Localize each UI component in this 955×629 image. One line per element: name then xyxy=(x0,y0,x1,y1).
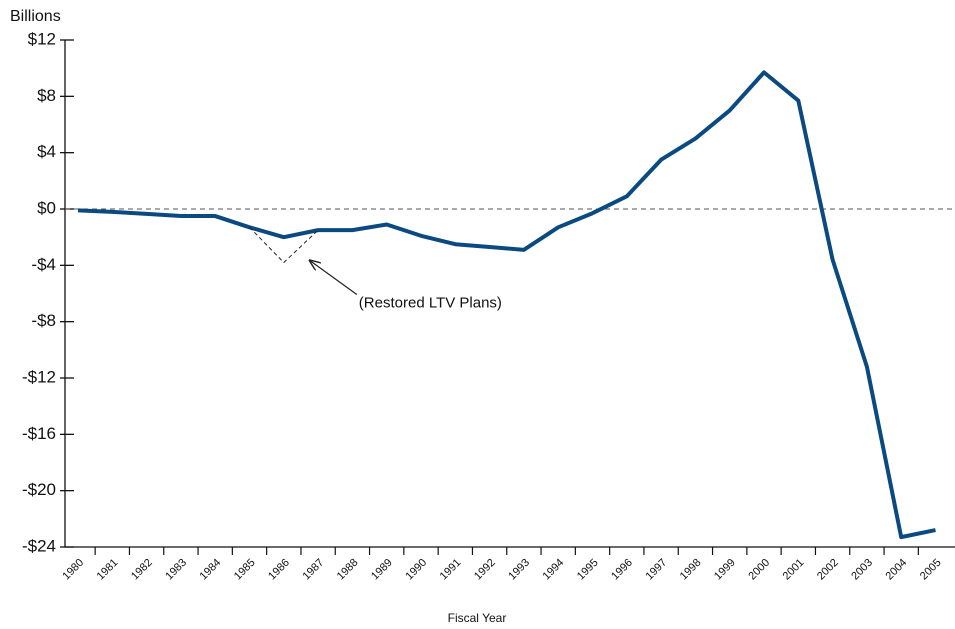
x-tick-label: 1987 xyxy=(300,557,326,583)
y-tick-label: -$8 xyxy=(31,311,56,330)
series-line xyxy=(77,70,936,540)
y-tick-label: -$20 xyxy=(22,480,56,499)
annotation-arrow xyxy=(310,261,358,296)
x-tick-label: 1999 xyxy=(712,557,738,583)
y-tick-label: $8 xyxy=(37,86,56,105)
x-tick-label: 1998 xyxy=(678,557,704,583)
y-tick-label: $12 xyxy=(28,29,56,48)
x-tick-label: 1980 xyxy=(60,557,86,583)
x-tick-label: 1989 xyxy=(369,557,395,583)
x-tick-label: 1985 xyxy=(232,557,258,583)
x-tick-label: 2002 xyxy=(815,557,841,583)
x-tick-label: 1992 xyxy=(472,557,498,583)
x-tick-label: 1986 xyxy=(266,557,292,583)
x-tick-label: 1988 xyxy=(335,557,361,583)
x-tick-label: 2004 xyxy=(884,557,910,583)
y-tick-label: -$4 xyxy=(31,255,56,274)
y-tick-label: -$12 xyxy=(22,367,56,386)
y-axis-label: Billions xyxy=(10,8,61,25)
x-tick-label: 1983 xyxy=(163,557,189,583)
x-tick-label: 1994 xyxy=(541,557,567,583)
annotation: (Restored LTV Plans) xyxy=(359,294,502,311)
x-tick-label: 1982 xyxy=(129,557,155,583)
x-tick-label: 2005 xyxy=(918,557,944,583)
x-tick-label: 1984 xyxy=(198,557,224,583)
x-tick-label: 1996 xyxy=(609,557,635,583)
x-tick-label: 2001 xyxy=(781,557,807,583)
y-tick-label: $0 xyxy=(37,198,56,217)
x-tick-label: 1991 xyxy=(438,557,464,583)
x-tick-label: 1997 xyxy=(643,557,669,583)
y-tick-label: -$24 xyxy=(22,536,56,555)
ltv-line xyxy=(249,226,319,264)
x-tick-label: 1990 xyxy=(403,557,429,583)
x-tick-label: 2000 xyxy=(746,557,772,583)
x-tick-label: 1981 xyxy=(95,557,121,583)
y-tick-label: $4 xyxy=(37,142,56,161)
x-tick-label: 2003 xyxy=(849,557,875,583)
x-axis-label: Fiscal Year xyxy=(448,611,507,625)
x-tick-label: 1995 xyxy=(575,557,601,583)
y-tick-label: -$16 xyxy=(22,424,56,443)
x-tick-label: 1993 xyxy=(506,557,532,583)
